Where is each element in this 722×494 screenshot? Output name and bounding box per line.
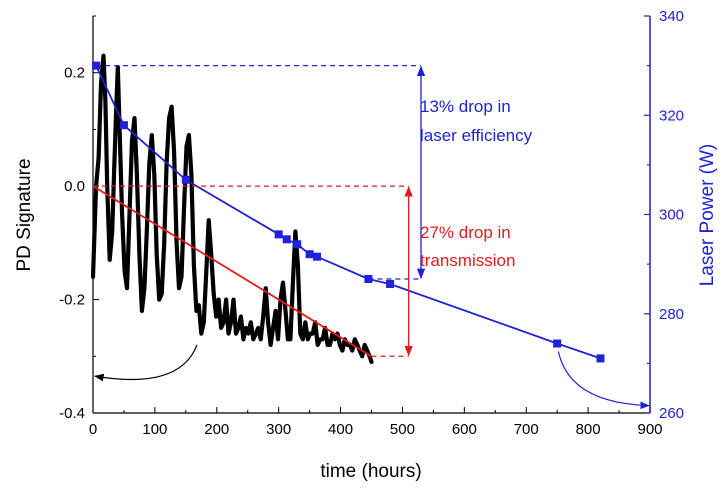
x-tick-label: 500	[390, 421, 415, 438]
x-tick-label: 900	[637, 421, 662, 438]
y2-tick-label: 280	[659, 306, 684, 323]
x-tick-label: 700	[514, 421, 539, 438]
y2-tick-label: 340	[659, 8, 684, 25]
laser-power-point	[305, 250, 314, 259]
laser-power-point	[293, 240, 302, 249]
laser-power-point	[181, 175, 190, 184]
x-tick-label: 600	[452, 421, 477, 438]
pd-signature-line	[90, 53, 374, 365]
y2-axis-title: Laser Power (W)	[697, 144, 718, 287]
y2-tick-label: 300	[659, 207, 684, 224]
laser-power-point	[313, 252, 322, 261]
laser-power-point	[386, 279, 395, 288]
laser-power-point	[282, 235, 291, 244]
y-tick-label: -0.4	[59, 405, 85, 422]
x-axis-title: time (hours)	[320, 461, 421, 482]
y-tick-label: -0.2	[59, 292, 85, 309]
laser-efficiency-note-line1: 13% drop in	[420, 97, 511, 116]
x-tick-label: 300	[266, 421, 291, 438]
x-tick-label: 0	[89, 421, 97, 438]
x-tick-label: 400	[328, 421, 353, 438]
left-axis-indicator-arrow	[94, 344, 198, 382]
x-tick-label: 200	[204, 421, 229, 438]
y-tick-label: 0.0	[64, 178, 85, 195]
laser-power-point	[553, 339, 562, 348]
transmission-fit-line	[92, 185, 372, 358]
y-tick-label: 0.2	[64, 65, 85, 82]
laser-power-point	[274, 230, 283, 239]
x-tick-label: 100	[142, 421, 167, 438]
y2-tick-label: 260	[659, 405, 684, 422]
laser-power-point	[119, 121, 128, 130]
y-axis-title: PD Signature	[14, 158, 35, 271]
x-tick-label: 800	[576, 421, 601, 438]
transmission-note-line1: 27% drop in	[420, 223, 511, 242]
laser-power-line	[95, 65, 601, 360]
right-axis-indicator-arrow	[557, 351, 650, 410]
transmission-note-line2: transmission	[420, 251, 515, 270]
y2-tick-label: 320	[659, 107, 684, 124]
laser-efficiency-note-line2: laser efficiency	[420, 126, 533, 145]
laser-power-point	[596, 354, 605, 363]
